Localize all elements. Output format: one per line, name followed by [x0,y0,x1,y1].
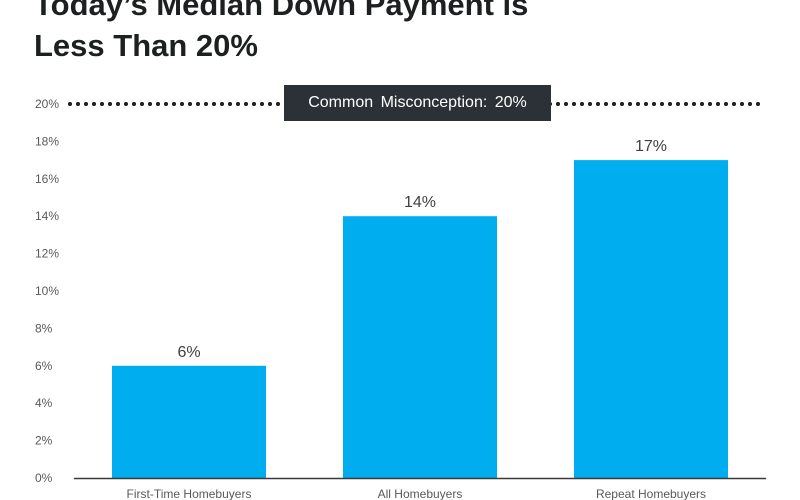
x-axis-category-labels: First-Time Homebuyers All Homebuyers Repea… [127,487,706,500]
bar [574,160,728,478]
bar [343,216,497,478]
x-category-label: Repeat Homebuyers [596,487,706,500]
y-tick-label: 10% [35,284,59,298]
misconception-callout: Common Misconception: 20% [284,85,551,121]
y-tick-label: 20% [35,97,59,111]
y-tick-label: 8% [35,321,53,335]
chart-title: Today’s Median Down Payment is Less Than… [34,0,528,66]
y-tick-label: 18% [35,134,59,148]
bar [112,365,266,478]
y-tick-label: 16% [35,172,59,186]
y-tick-label: 4% [35,396,53,410]
y-axis-tick-labels: 0% 2% 4% 6% 8% 10% 12% 14% 16% 18% 20% [35,97,59,485]
y-tick-label: 2% [35,434,53,448]
chart-title-line-2: Less Than 20% [34,28,258,63]
y-tick-label: 6% [35,359,53,373]
data-label: 6% [177,344,200,361]
data-labels: 6% 14% 17% [177,138,667,361]
y-tick-label: 0% [35,471,53,485]
y-tick-label: 14% [35,209,59,223]
x-category-label: All Homebuyers [378,487,463,500]
data-label: 17% [635,138,667,155]
chart-title-line-1: Today’s Median Down Payment is [34,0,529,22]
bars [112,160,728,478]
y-tick-label: 12% [35,247,59,261]
x-category-label: First-Time Homebuyers [127,487,252,500]
data-label: 14% [404,194,436,211]
